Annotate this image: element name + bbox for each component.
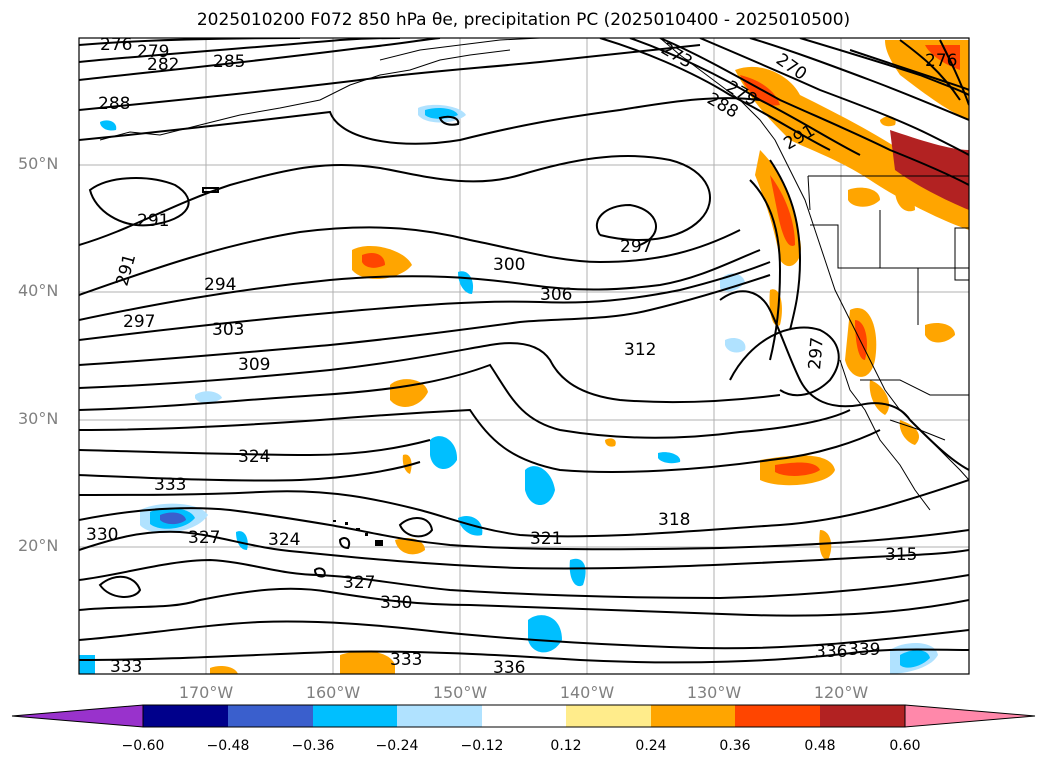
- contour-label: 336: [815, 642, 847, 662]
- contour-label: 315: [885, 545, 917, 565]
- map-title: 2025010200 F072 850 hPa θe, precipitatio…: [196, 10, 851, 30]
- contour-label: 291: [137, 211, 169, 231]
- contour-label: 303: [212, 320, 244, 340]
- precip-shading: [79, 40, 969, 674]
- contour-label: 330: [86, 525, 118, 545]
- contour-label: 321: [530, 529, 562, 549]
- colorbar-segment: [820, 705, 905, 727]
- contour-label: 330: [380, 593, 412, 613]
- contour-label: 306: [540, 285, 572, 305]
- contour-label: 327: [188, 528, 220, 548]
- colorbar-tick-label: 0.12: [550, 738, 582, 754]
- colorbar-tick-label: −0.60: [121, 738, 165, 754]
- colorbar-segment: [735, 705, 820, 727]
- contour-label: 333: [390, 650, 422, 670]
- colorbar-segment: [143, 705, 228, 727]
- contour-label: 297: [805, 336, 828, 370]
- contour-label: 309: [238, 355, 270, 375]
- colorbar-segment: [482, 705, 566, 727]
- contour-label: 324: [268, 530, 300, 550]
- lon-label-160w: 160°W: [305, 683, 361, 702]
- lat-label-50n: 50°N: [18, 154, 59, 173]
- contour-label: 294: [204, 275, 236, 295]
- contour-label: 333: [110, 657, 142, 677]
- contour-label: 282: [147, 55, 179, 75]
- lon-label-140w: 140°W: [559, 683, 615, 702]
- coastlines: [99, 38, 969, 511]
- contour-label: 336: [493, 658, 525, 678]
- lat-label-20n: 20°N: [18, 536, 59, 555]
- lon-label-150w: 150°W: [432, 683, 488, 702]
- colorbar: [11, 704, 1036, 728]
- contour-label: 288: [98, 94, 130, 114]
- contour-label: 327: [343, 573, 375, 593]
- map-plot-area: [79, 38, 969, 674]
- lon-label-170w: 170°W: [178, 683, 234, 702]
- map-frame: [78, 37, 970, 675]
- contour-label: 312: [624, 340, 656, 360]
- colorbar-tick-label: −0.12: [460, 738, 504, 754]
- contour-label: 297: [620, 237, 652, 257]
- colorbar-tick-label: 0.60: [889, 738, 921, 754]
- contour-label: 276: [925, 51, 957, 71]
- contour-label: 339: [848, 640, 880, 660]
- hawaii-islands: [333, 520, 383, 546]
- contour-label: 300: [493, 255, 525, 275]
- lon-label-120w: 120°W: [813, 683, 869, 702]
- contour-label: 285: [213, 52, 245, 72]
- colorbar-segment: [228, 705, 313, 727]
- colorbar-tick-label: 0.24: [635, 738, 667, 754]
- colorbar-segment: [397, 705, 482, 727]
- lat-label-30n: 30°N: [18, 409, 59, 428]
- colorbar-tick-label: −0.24: [375, 738, 419, 754]
- colorbar-frame: [142, 704, 906, 728]
- colorbar-extend-max: [904, 704, 1036, 728]
- colorbar-extend-min: [11, 704, 144, 728]
- colorbar-tick-label: 0.36: [719, 738, 751, 754]
- contour-label: 297: [123, 312, 155, 332]
- contour-label: 276: [100, 35, 132, 55]
- contour-label: 324: [238, 447, 270, 467]
- contour-label: 291: [113, 252, 141, 289]
- colorbar-tick-label: 0.48: [804, 738, 836, 754]
- lon-label-130w: 130°W: [686, 683, 742, 702]
- colorbar-tick-label: −0.36: [291, 738, 335, 754]
- colorbar-segment: [651, 705, 735, 727]
- contour-label: 333: [154, 475, 186, 495]
- colorbar-tick-label: −0.48: [206, 738, 250, 754]
- contour-label: 318: [658, 510, 690, 530]
- contour-label: 279: [137, 42, 169, 62]
- lat-label-40n: 40°N: [18, 281, 59, 300]
- colorbar-segment: [313, 705, 397, 727]
- colorbar-segment: [566, 705, 651, 727]
